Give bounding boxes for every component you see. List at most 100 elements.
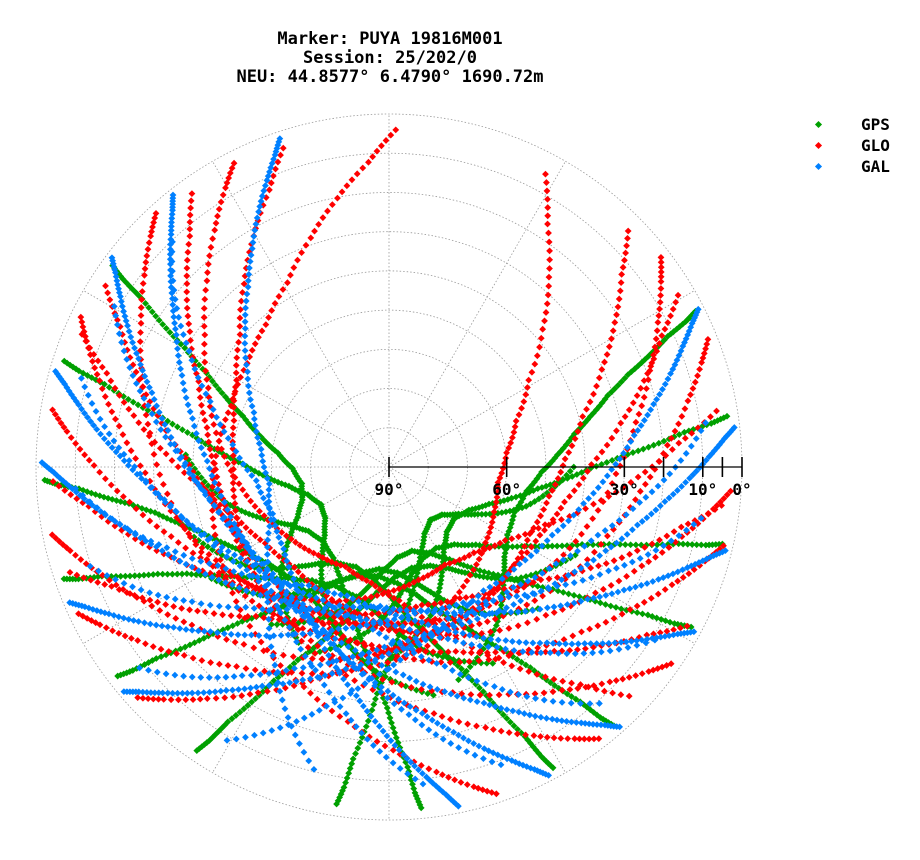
track-point <box>620 586 628 594</box>
track-point <box>287 569 295 577</box>
track-point <box>581 640 589 647</box>
track-point <box>66 568 74 576</box>
track-point <box>143 252 151 260</box>
track-point <box>175 313 183 321</box>
track-point <box>150 395 158 403</box>
track-point <box>661 633 669 640</box>
track-point <box>488 518 496 526</box>
track-point <box>419 770 426 777</box>
track-point <box>248 597 256 605</box>
track-point <box>305 757 313 765</box>
track-point <box>417 804 425 812</box>
legend-label-gal: GAL <box>861 157 890 176</box>
track-point <box>557 468 565 476</box>
track-point <box>570 511 578 519</box>
track-point <box>533 670 541 678</box>
legend-entry-gps: GPS <box>808 114 918 135</box>
track-point <box>244 283 252 291</box>
track-point <box>517 597 524 605</box>
track-point <box>474 592 482 600</box>
track-point <box>572 719 580 726</box>
satellite-tracks <box>38 126 738 812</box>
track-point <box>531 590 538 598</box>
track-point <box>392 647 400 655</box>
track-point <box>212 452 220 460</box>
track-point <box>60 423 68 431</box>
track-point <box>438 713 446 720</box>
track-point <box>203 277 211 285</box>
track-point <box>106 296 114 304</box>
track-point <box>550 734 558 742</box>
track-point <box>444 725 452 733</box>
track-point <box>299 572 306 580</box>
track-point <box>443 598 451 606</box>
track-point <box>168 457 176 464</box>
track-point <box>142 640 149 648</box>
track-point <box>168 218 175 226</box>
track-point <box>565 590 573 598</box>
track-point <box>170 603 178 610</box>
track-point <box>359 164 367 172</box>
track-point <box>102 282 109 290</box>
track-point <box>197 531 205 539</box>
track-point <box>158 622 166 630</box>
track-point <box>311 584 319 592</box>
track-point <box>246 622 254 630</box>
track-point <box>186 641 194 649</box>
track-point <box>108 444 116 452</box>
track-point <box>508 662 516 670</box>
track-point <box>497 727 505 735</box>
track-point <box>172 325 179 333</box>
track-point <box>389 759 397 767</box>
track-point <box>224 624 232 632</box>
track-point <box>650 400 658 408</box>
track-point <box>179 379 187 387</box>
track-point <box>513 656 521 663</box>
track-point <box>208 452 216 460</box>
track-point <box>188 190 196 197</box>
track-point <box>276 687 284 695</box>
track-point <box>60 357 68 365</box>
track-point <box>105 400 112 408</box>
track-point <box>537 576 545 584</box>
track-point <box>210 523 218 531</box>
track-point <box>653 634 660 642</box>
track-point <box>205 674 213 681</box>
track-point <box>475 548 483 555</box>
track-point <box>569 632 577 640</box>
track-point <box>398 613 406 621</box>
track-point <box>681 434 689 442</box>
track-point <box>144 245 152 253</box>
track-point <box>383 732 391 740</box>
track-point <box>156 607 164 614</box>
track-point <box>574 640 582 648</box>
track-point <box>356 697 364 705</box>
track-point <box>515 533 522 541</box>
track-point <box>194 689 202 697</box>
track-point <box>466 696 474 704</box>
track-point <box>108 408 116 416</box>
track-point <box>594 622 602 630</box>
track-point <box>618 270 626 278</box>
track-point <box>242 297 250 305</box>
track-point <box>154 591 162 599</box>
track-point <box>613 539 620 547</box>
track-point <box>424 601 432 608</box>
track-point <box>660 437 668 445</box>
track-point <box>287 602 294 609</box>
track-point <box>154 490 162 498</box>
track-point <box>604 392 612 399</box>
track-point <box>265 624 273 632</box>
track-point <box>173 508 180 516</box>
track-point <box>314 632 322 640</box>
track-point <box>243 492 250 499</box>
track-point <box>202 367 209 375</box>
track-point <box>491 615 499 623</box>
track-point <box>514 608 522 616</box>
track-point <box>278 696 286 704</box>
track-point <box>297 594 304 602</box>
track-point <box>675 532 683 540</box>
track-point <box>139 694 147 702</box>
track-point <box>587 564 595 572</box>
